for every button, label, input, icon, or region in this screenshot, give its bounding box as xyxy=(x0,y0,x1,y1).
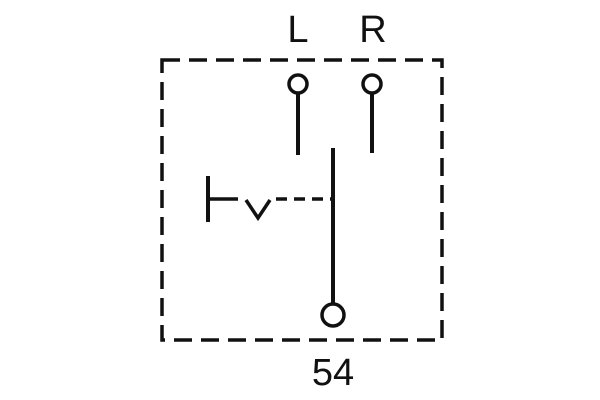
actuator-detent-icon xyxy=(244,199,272,222)
terminal-l-contact xyxy=(287,73,309,95)
switch-housing-dashed-outline xyxy=(160,58,444,342)
terminal-label-l: L xyxy=(287,9,308,51)
terminal-l xyxy=(287,73,309,155)
terminal-label-r: R xyxy=(359,9,386,51)
terminal-r xyxy=(361,73,383,153)
terminal-label-54: 54 xyxy=(312,352,354,394)
terminal-r-contact xyxy=(361,73,383,95)
terminal-54-contact xyxy=(320,302,346,328)
switch-arm xyxy=(320,148,346,328)
manual-actuator xyxy=(206,176,331,222)
